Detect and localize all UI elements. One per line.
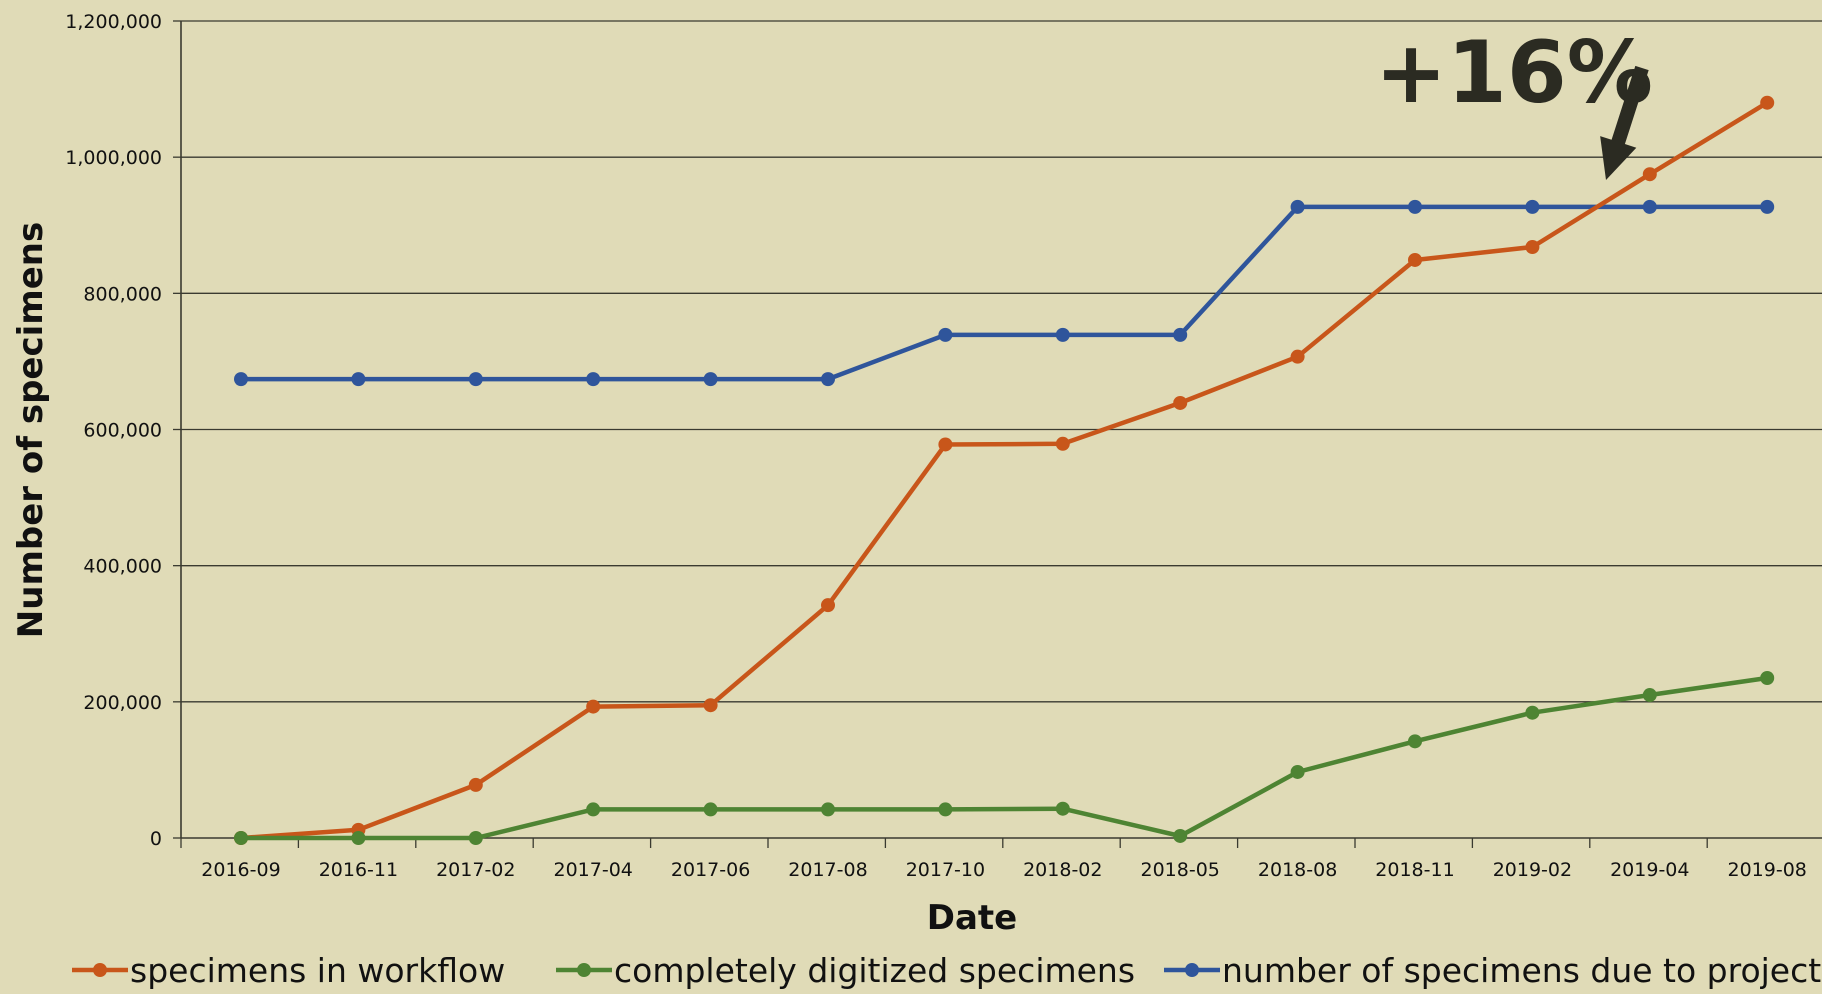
x-tick-label: 2017-02 — [436, 859, 515, 881]
data-point — [1055, 436, 1070, 451]
series-line — [241, 204, 1768, 382]
annotation-arrow-icon — [1600, 65, 1649, 180]
x-tick-label: 2016-09 — [201, 859, 280, 881]
data-point — [1525, 705, 1540, 720]
data-point — [938, 802, 953, 817]
y-tick-label: 600,000 — [83, 420, 162, 442]
x-tick-label: 2018-11 — [1375, 859, 1454, 881]
x-tick-label: 2017-04 — [554, 859, 633, 881]
legend-label: number of specimens due to project — [1222, 951, 1821, 989]
data-point — [1760, 95, 1775, 110]
y-axis-title: Number of specimens — [11, 222, 51, 638]
data-point — [234, 831, 248, 845]
y-tick-label: 1,000,000 — [65, 147, 162, 169]
data-point — [1408, 199, 1422, 214]
data-point — [1173, 327, 1188, 342]
data-point — [821, 372, 835, 387]
legend-item: completely digitized specimens — [556, 951, 1135, 990]
data-point — [1642, 199, 1657, 214]
legend-label: completely digitized specimens — [614, 951, 1135, 989]
annotation-label: +16% — [1375, 23, 1653, 123]
data-point — [351, 372, 366, 387]
data-point — [586, 372, 601, 387]
x-tick-label: 2017-06 — [671, 859, 750, 881]
data-point — [586, 699, 601, 714]
data-point — [1760, 671, 1775, 686]
data-point — [1290, 764, 1305, 779]
data-point — [703, 372, 718, 387]
data-point — [234, 372, 248, 387]
data-point — [1055, 801, 1070, 816]
data-point — [938, 437, 953, 452]
data-point — [703, 698, 718, 713]
x-tick-label: 2017-08 — [788, 859, 867, 881]
legend-swatch-marker — [1185, 963, 1199, 977]
data-point — [1173, 828, 1188, 843]
y-tick-label: 1,200,000 — [65, 11, 162, 33]
data-point — [703, 802, 718, 817]
legend-item: number of specimens due to project — [1164, 951, 1821, 990]
data-point — [1290, 199, 1305, 214]
series-completely-digitized-specimens — [234, 671, 1775, 845]
series-line — [241, 675, 1768, 841]
data-point — [1055, 327, 1070, 342]
data-point — [1173, 395, 1188, 410]
y-tick-label: 200,000 — [83, 692, 162, 714]
data-point — [1642, 688, 1657, 703]
x-tick-label: 2017-10 — [906, 859, 985, 881]
data-point — [1525, 199, 1540, 214]
data-point — [586, 802, 601, 817]
gridlines — [181, 20, 1822, 703]
x-tick-label: 2018-05 — [1141, 859, 1220, 881]
legend-swatch-marker — [93, 963, 107, 977]
data-point — [1290, 349, 1305, 364]
legend-swatch-marker — [577, 963, 591, 977]
axes: 0 200,000 400,000 600,000 800,000 1,000,000 1,… — [65, 11, 1822, 881]
y-tick-label: 800,000 — [83, 283, 162, 305]
data-point — [938, 327, 953, 342]
y-tick-label: 0 — [150, 828, 162, 850]
x-tick-label: 2018-08 — [1258, 859, 1337, 881]
data-point — [821, 598, 835, 613]
data-point — [821, 802, 835, 817]
series-lines — [234, 95, 1775, 845]
series-line — [240, 100, 1769, 841]
legend-item: specimens in workflow — [72, 951, 505, 990]
data-point — [1408, 252, 1422, 267]
x-tick-label: 2018-02 — [1023, 859, 1102, 881]
data-point — [468, 831, 483, 845]
x-tick-label: 2019-08 — [1728, 859, 1807, 881]
series-number-of-specimens-due-to-project — [234, 199, 1775, 387]
x-tick-label: 2019-04 — [1610, 859, 1689, 881]
y-tick-label: 400,000 — [83, 556, 162, 578]
annotation: +16% — [1375, 23, 1653, 180]
data-point — [1408, 734, 1422, 749]
legend: specimens in workflow completely digitize… — [72, 951, 1821, 990]
data-point — [468, 777, 483, 792]
x-axis-title: Date — [927, 898, 1017, 938]
data-point — [1525, 240, 1540, 255]
series-specimens-in-workflow — [234, 95, 1775, 845]
legend-label: specimens in workflow — [130, 951, 505, 989]
data-point — [1642, 167, 1657, 182]
data-point — [351, 831, 366, 845]
x-tick-label: 2019-02 — [1493, 859, 1572, 881]
data-point — [468, 372, 483, 387]
data-point — [1760, 199, 1775, 214]
x-tick-label: 2016-11 — [319, 859, 398, 881]
